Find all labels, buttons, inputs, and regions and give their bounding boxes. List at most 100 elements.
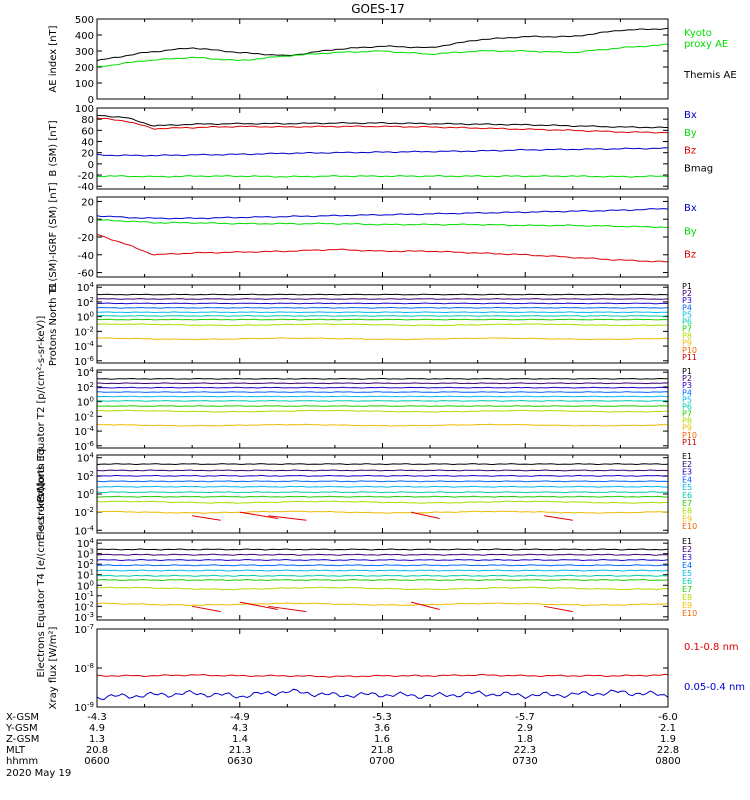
y-axis-label: Xray flux [W/m²] (48, 627, 59, 710)
channel-label: P5 (682, 310, 692, 319)
fragment-line (544, 605, 573, 613)
panel-frame (96, 369, 669, 449)
x-row-value: 3.6 (374, 723, 390, 734)
y-tick-label: -60 (78, 269, 94, 280)
x-row-value: 0800 (655, 756, 680, 767)
legend-entry: 0.1-0.8 nm (684, 642, 739, 653)
channel-label: E8 (682, 507, 692, 516)
channel-label: P9 (682, 339, 692, 348)
x-row-value: 1.8 (517, 734, 533, 745)
series-line-bx (97, 208, 668, 220)
channel-label: E7 (682, 499, 692, 508)
y-axis-label: Protons North T1 (48, 282, 59, 366)
channel-label: P1 (682, 367, 692, 376)
series-group (97, 377, 668, 427)
channel-label: P4 (682, 303, 692, 312)
panel-frame (96, 454, 669, 534)
channel-line-e5 (97, 485, 668, 488)
y-tick-label: 102 (77, 381, 94, 394)
series-group (97, 293, 668, 341)
legend-entry: By (684, 128, 697, 139)
channel-label: P10 (682, 431, 697, 440)
panel-ae: 0 100 200 300 400 500 AE index [nT] Kyotoproxy … (48, 15, 737, 106)
y-axis-label: Electrons Equator T4 [e/(cm²-s-sr-keV)] (36, 482, 47, 677)
y-tick-label: 10-8 (74, 662, 94, 675)
series-line-0-1-0-8-nm (97, 673, 668, 678)
series-line-bx (97, 147, 668, 157)
x-row-value: 22.3 (514, 745, 536, 756)
y-tick-label: 300 (75, 47, 94, 58)
y-tick-label: 104 (77, 281, 95, 294)
series-line-bmag (97, 114, 668, 129)
channel-line-p5 (97, 395, 668, 398)
channel-line-p6 (97, 399, 668, 402)
x-row-value: -4.9 (230, 712, 250, 723)
fragment-line (268, 515, 307, 521)
y-tick-label: 200 (75, 63, 94, 74)
legend-entry: Themis AE (683, 70, 737, 81)
y-tick-label: 0 (88, 95, 94, 106)
channel-line-p5 (97, 311, 668, 314)
x-row-value: 1.6 (374, 734, 390, 745)
y-tick-label: 60 (81, 126, 94, 137)
channel-line-e5 (97, 569, 668, 572)
channel-label: E2 (682, 460, 692, 469)
legend-entry: By (684, 226, 697, 237)
panel-bigrf: -60 -40 -20 0 20 B (SM)-IGRF (SM) [nT] Bx By Bz (48, 182, 697, 291)
channel-label: P11 (682, 353, 697, 362)
legend-entry: Bx (684, 110, 697, 121)
channel-label: E4 (682, 561, 692, 570)
y-axis-label: B (SM)-IGRF (SM) [nT] (48, 182, 59, 291)
fragment-line (410, 511, 440, 519)
x-row-value: 22.8 (657, 745, 679, 756)
channel-line-p3 (97, 302, 668, 305)
y-tick-label: -20 (78, 233, 94, 244)
x-row-value: 2.1 (660, 723, 676, 734)
y-tick-label: 104 (77, 452, 95, 465)
channel-line-p8 (97, 409, 668, 413)
channel-label: E4 (682, 475, 692, 484)
y-tick-label: 100 (77, 311, 94, 324)
series-line-bz (97, 117, 668, 134)
channel-label: P6 (682, 317, 692, 326)
legend-entry: Bx (684, 203, 697, 214)
fragment-line (192, 605, 221, 613)
channel-label: P9 (682, 424, 692, 433)
channel-line-p2 (97, 382, 668, 385)
channel-line-e2 (97, 469, 668, 472)
channel-label: E9 (682, 514, 692, 523)
x-row-value: 0600 (84, 756, 109, 767)
x-row-value: 4.3 (232, 723, 248, 734)
channel-line-p9 (97, 423, 668, 427)
channel-label: P6 (682, 402, 692, 411)
channel-line-e8 (97, 586, 668, 591)
channel-line-e6 (97, 574, 668, 577)
channel-label: E6 (682, 491, 692, 500)
y-tick-label: -40 (78, 251, 94, 262)
channel-line-e7 (97, 578, 668, 582)
x-row-value: 21.8 (371, 745, 393, 756)
y-tick-label: 10-3 (74, 611, 94, 624)
y-tick-label: 100 (77, 396, 94, 409)
channel-label: P7 (682, 410, 692, 419)
legend-entry: Kyoto (684, 28, 712, 39)
series-group (97, 463, 668, 521)
fragment-line (192, 515, 221, 521)
y-tick-label: 100 (75, 104, 94, 115)
channel-line-p7 (97, 318, 668, 321)
y-tick-label: 100 (75, 79, 94, 90)
channel-label: E6 (682, 577, 692, 586)
channel-label: E1 (682, 452, 692, 461)
series-line-kyoto-proxy-ae (97, 43, 668, 67)
y-tick-label: 80 (81, 115, 94, 126)
series-line-0-05-0-4-nm (97, 688, 668, 701)
fragment-line (544, 515, 573, 521)
y-tick-label: 104 (77, 366, 95, 379)
channel-line-e9 (97, 602, 668, 607)
channel-line-p2 (97, 298, 668, 300)
channel-line-e9 (97, 510, 668, 514)
channel-line-p8 (97, 323, 668, 327)
y-tick-label: 10-4 (74, 524, 94, 537)
